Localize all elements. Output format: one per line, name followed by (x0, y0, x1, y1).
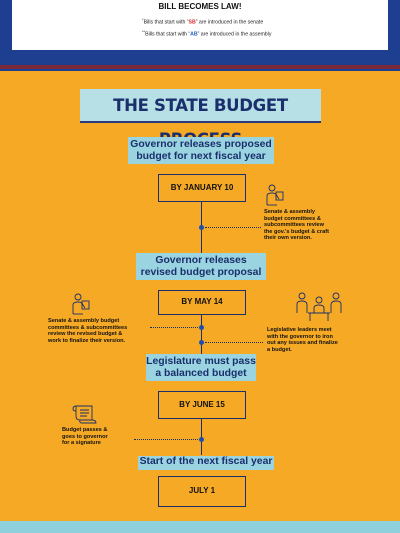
step-heading: Governor releases revised budget proposa… (136, 253, 266, 280)
step-heading: Governor releases proposed budget for ne… (128, 137, 274, 164)
date-box: BY MAY 14 (158, 290, 246, 315)
divider-line (0, 65, 400, 69)
scroll-icon (72, 405, 97, 424)
date-box: JULY 1 (158, 476, 246, 507)
assembly-note: **Bills that start with “AB” are introdu… (142, 29, 272, 38)
note-budget-passes: Budget passes & goes to governor for a sig… (62, 427, 108, 447)
person-reading-icon (72, 293, 90, 315)
connector-line (205, 342, 263, 343)
timeline-dot (199, 225, 204, 230)
step-heading: Legislature must pass a balanced budget (146, 354, 256, 381)
note-revised-budget: Senate & assembly budget committees & sub… (48, 318, 128, 344)
section-title: THE STATE BUDGET PROCESS (80, 89, 321, 149)
meeting-icon (296, 292, 342, 321)
connector-line (205, 227, 261, 228)
bottom-strip (0, 521, 400, 533)
date-box: BY JANUARY 10 (158, 174, 246, 202)
top-panel: BILL BECOMES LAW! *Bills that start with… (12, 0, 388, 50)
connector-line (150, 327, 198, 328)
note-review-budget: Senate & assembly budget committees & subc… (264, 209, 329, 242)
timeline-line (201, 202, 203, 267)
connector-line (134, 439, 198, 440)
step-heading: Start of the next fiscal year (138, 456, 274, 470)
timeline-dot (199, 437, 204, 442)
senate-note: *Bills that start with “SB” are introduc… (142, 17, 264, 26)
timeline-dot (199, 340, 204, 345)
timeline-line (201, 313, 203, 365)
person-reading-icon (266, 184, 284, 206)
note-leaders-meet: Legislative leaders meet with the governo… (267, 327, 338, 353)
timeline-dot (199, 325, 204, 330)
date-box: BY JUNE 15 (158, 391, 246, 419)
top-title: BILL BECOMES LAW! (158, 2, 242, 11)
